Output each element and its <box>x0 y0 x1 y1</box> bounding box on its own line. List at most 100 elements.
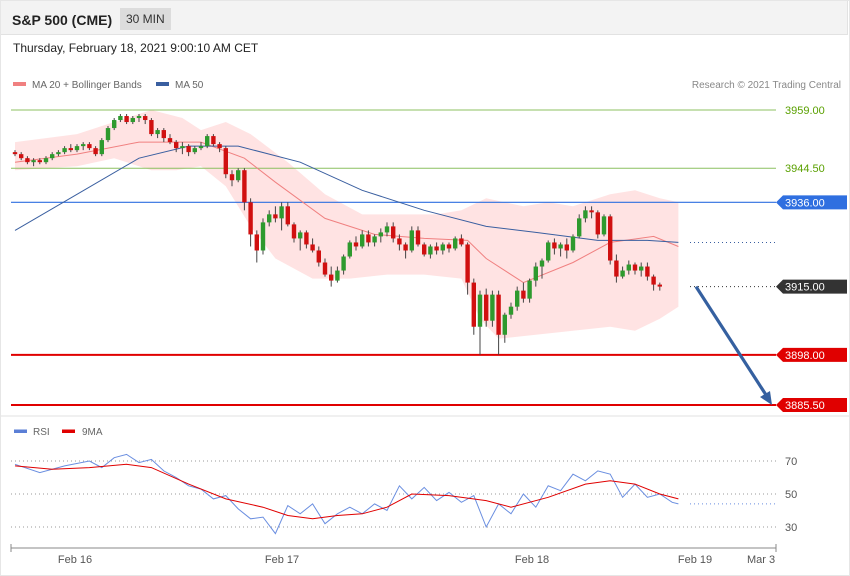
candle-body <box>87 144 92 149</box>
candle-body <box>99 140 104 155</box>
candle-body <box>428 246 433 255</box>
candle-body <box>31 160 36 163</box>
candle-body <box>477 294 483 327</box>
candle-body <box>595 212 600 235</box>
rsi-legend-label: RSI <box>33 427 50 438</box>
level-tag <box>776 195 847 210</box>
candle-body <box>639 266 644 271</box>
level-label: 3898.00 <box>785 350 825 362</box>
candle-body <box>25 158 30 163</box>
candle-body <box>285 206 290 225</box>
candle-body <box>93 148 98 155</box>
x-tick-label: Feb 17 <box>265 554 299 566</box>
candle-body <box>601 216 607 235</box>
candle-body <box>37 160 42 163</box>
candle-body <box>124 116 129 123</box>
chart-header: S&P 500 (CME) 30 MIN <box>0 0 848 35</box>
instrument-title: S&P 500 (CME) <box>12 12 113 28</box>
candle-body <box>291 224 297 239</box>
candle-body <box>539 260 545 267</box>
timestamp: Thursday, February 18, 2021 9:00:10 AM C… <box>13 41 259 55</box>
candle-body <box>260 222 266 251</box>
legend-ma50: MA 50 <box>156 80 203 91</box>
forecast-arrowhead <box>760 391 772 405</box>
candle-body <box>267 214 272 223</box>
rsi-level-label: 50 <box>785 489 797 501</box>
candle-body <box>322 262 328 275</box>
candle-body <box>446 244 452 249</box>
candle-body <box>229 174 235 181</box>
candle-body <box>366 234 371 243</box>
level-label: 3885.50 <box>785 400 825 412</box>
candle-body <box>384 226 390 233</box>
candle-body <box>620 270 625 277</box>
candle-body <box>502 314 507 335</box>
candle-body <box>50 154 55 159</box>
legend-swatch <box>13 82 26 87</box>
candle-body <box>496 294 501 335</box>
candle-body <box>378 232 383 237</box>
candle-body <box>205 136 210 147</box>
level-tag <box>776 347 847 362</box>
rsi-ma-legend-label: 9MA <box>82 427 103 438</box>
candle-body <box>626 264 631 271</box>
candle-body <box>217 144 222 149</box>
rsi-level-label: 30 <box>785 522 797 534</box>
candle-body <box>403 244 408 251</box>
candle-body <box>608 216 613 261</box>
candle-body <box>56 152 61 155</box>
candle-body <box>180 146 185 149</box>
candle-body <box>223 148 228 175</box>
candle-body <box>484 294 489 321</box>
candle-body <box>316 250 321 263</box>
rsi-line <box>14 453 679 535</box>
candle-body <box>329 274 334 281</box>
candle-body <box>341 256 346 271</box>
candle-body <box>570 236 576 251</box>
candle-body <box>211 136 216 145</box>
x-tick-label: Feb 16 <box>58 554 92 566</box>
candle-body <box>186 146 191 153</box>
candle-body <box>149 120 154 135</box>
rsi-ma-line <box>14 463 679 520</box>
level-tag <box>776 398 847 412</box>
candle-body <box>632 264 638 271</box>
rsi-legend-swatch <box>14 429 27 433</box>
candle-body <box>645 266 650 277</box>
level-tag <box>776 279 847 294</box>
ma50-line <box>14 145 679 243</box>
candle-body <box>552 242 557 249</box>
legend-label: MA 20 + Bollinger Bands <box>32 80 142 91</box>
candle-body <box>310 244 315 251</box>
interval-badge[interactable]: 30 MIN <box>120 8 171 30</box>
candle-body <box>68 148 73 151</box>
candle-body <box>62 148 67 153</box>
candle-body <box>161 130 166 139</box>
candle-body <box>112 120 117 129</box>
candle-body <box>81 144 86 147</box>
level-label: 3936.00 <box>785 197 825 209</box>
candle-body <box>335 270 340 281</box>
candle-body <box>515 290 520 307</box>
candle-body <box>167 138 173 143</box>
copyright-note: Research © 2021 Trading Central <box>691 80 841 91</box>
candle-body <box>397 238 402 245</box>
candle-body <box>360 234 365 247</box>
candle-body <box>434 246 439 251</box>
rsi-ma-legend-swatch <box>62 429 75 433</box>
rsi-level-label: 70 <box>785 456 797 468</box>
candle-body <box>657 284 662 287</box>
candle-body <box>242 170 247 203</box>
level-label: 3959.00 <box>785 105 825 117</box>
candle-body <box>19 154 24 159</box>
candle-body <box>236 170 241 181</box>
candle-body <box>409 230 414 251</box>
candle-body <box>577 218 582 237</box>
candle-body <box>508 306 514 315</box>
candle-body <box>440 244 445 251</box>
candle-body <box>353 242 359 247</box>
candle-body <box>459 238 464 245</box>
candle-body <box>490 294 495 321</box>
candle-body <box>192 148 197 153</box>
